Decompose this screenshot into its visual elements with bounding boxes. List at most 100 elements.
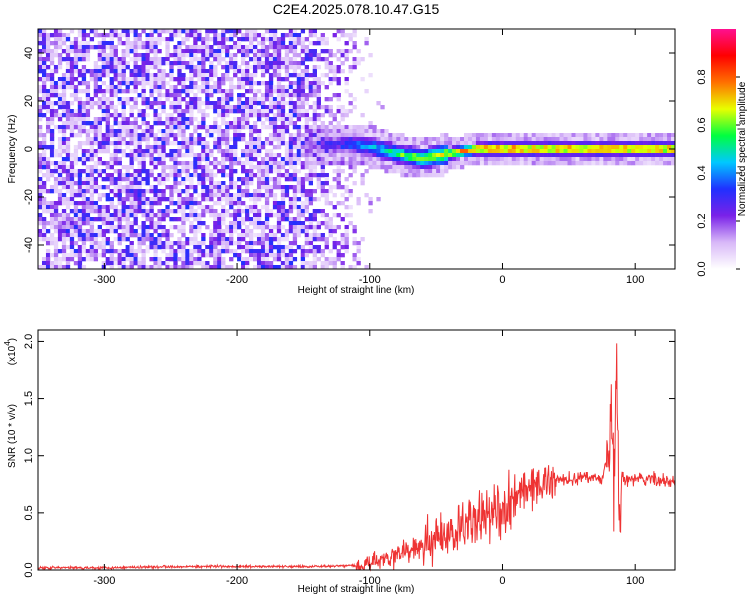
heat-cell <box>57 37 63 42</box>
heat-cell <box>300 229 306 234</box>
heat-cell <box>125 41 130 46</box>
heat-cell <box>205 249 210 254</box>
heat-cell <box>635 141 640 146</box>
heat-cell <box>77 229 83 234</box>
heat-cell <box>225 93 230 98</box>
heat-cell <box>296 209 302 214</box>
heat-cell <box>177 245 182 250</box>
heat-cell <box>169 197 174 202</box>
heat-cell <box>145 57 150 62</box>
heat-cell <box>567 141 572 146</box>
heat-cell <box>412 157 417 162</box>
heat-cell <box>101 109 106 114</box>
heat-cell <box>97 193 102 198</box>
heat-cell <box>129 149 134 154</box>
heat-cell <box>233 133 238 138</box>
heat-cell <box>245 233 250 238</box>
heat-cell <box>73 41 79 46</box>
heat-cell <box>336 145 341 150</box>
heat-cell <box>205 129 210 134</box>
heat-cell <box>296 117 302 122</box>
heat-cell <box>38 145 43 150</box>
heat-cell <box>292 89 298 94</box>
heat-cell <box>233 149 238 154</box>
heat-cell <box>272 193 278 198</box>
heat-cell <box>137 141 142 146</box>
heat-cell <box>368 141 373 146</box>
heat-cell <box>463 137 469 142</box>
heat-cell <box>627 141 632 146</box>
heat-cell <box>209 161 214 166</box>
heat-cell <box>45 177 51 182</box>
heat-cell <box>300 221 306 226</box>
heat-cell <box>260 237 266 242</box>
heat-cell <box>69 249 75 254</box>
heat-cell <box>57 221 63 226</box>
heat-cell <box>161 77 166 82</box>
heat-cell <box>241 169 246 174</box>
heat-cell <box>252 33 258 38</box>
heat-cell <box>276 153 282 158</box>
heat-cell <box>312 141 317 146</box>
heat-cell <box>117 221 122 226</box>
heat-cell <box>292 225 298 230</box>
heat-cell <box>117 133 122 138</box>
heat-cell <box>97 145 102 150</box>
heat-cell <box>133 101 138 106</box>
heat-cell <box>268 133 274 138</box>
heat-cell <box>69 113 75 118</box>
heat-cell <box>197 45 202 50</box>
heat-cell <box>193 217 198 222</box>
heat-cell <box>105 257 110 262</box>
heat-cell <box>197 213 202 218</box>
heat-cell <box>61 37 67 42</box>
heat-cell <box>249 209 254 214</box>
heat-cell <box>129 121 134 126</box>
heat-cell <box>217 237 222 242</box>
heat-cell <box>352 105 357 110</box>
heat-cell <box>523 141 528 146</box>
heat-cell <box>364 89 369 94</box>
heat-cell <box>101 221 106 226</box>
heat-cell <box>280 253 286 258</box>
heat-cell <box>149 57 154 62</box>
heat-cell <box>165 209 170 214</box>
heat-cell <box>177 117 182 122</box>
heat-cell <box>201 109 206 114</box>
heat-cell <box>324 149 329 154</box>
heat-cell <box>105 193 110 198</box>
heat-cell <box>249 257 254 262</box>
heat-cell <box>260 33 266 38</box>
heat-cell <box>157 65 162 70</box>
heat-cell <box>268 185 274 190</box>
heat-cell <box>300 45 306 50</box>
heat-cell <box>105 177 110 182</box>
heat-cell <box>312 245 317 250</box>
heat-cell <box>157 201 162 206</box>
heat-cell <box>440 133 445 138</box>
heat-cell <box>73 221 79 226</box>
heat-cell <box>260 241 266 246</box>
heat-cell <box>252 61 258 66</box>
heat-cell <box>623 161 628 166</box>
heat-cell <box>452 157 457 162</box>
heat-cell <box>109 213 114 218</box>
heat-cell <box>276 229 282 234</box>
heat-cell <box>77 189 83 194</box>
heat-cell <box>312 225 317 230</box>
heat-cell <box>121 117 126 122</box>
heat-cell <box>61 133 67 138</box>
heat-cell <box>296 245 302 250</box>
heat-cell <box>324 173 329 178</box>
heat-cell <box>213 165 218 170</box>
heat-cell <box>45 89 51 94</box>
heat-cell <box>233 129 238 134</box>
heat-cell <box>288 197 294 202</box>
heat-cell <box>197 245 202 250</box>
heat-cell <box>312 121 317 126</box>
heat-cell <box>181 189 186 194</box>
heat-cell <box>288 113 294 118</box>
heat-cell <box>396 153 401 158</box>
heat-cell <box>201 145 206 150</box>
heat-cell <box>197 261 202 266</box>
